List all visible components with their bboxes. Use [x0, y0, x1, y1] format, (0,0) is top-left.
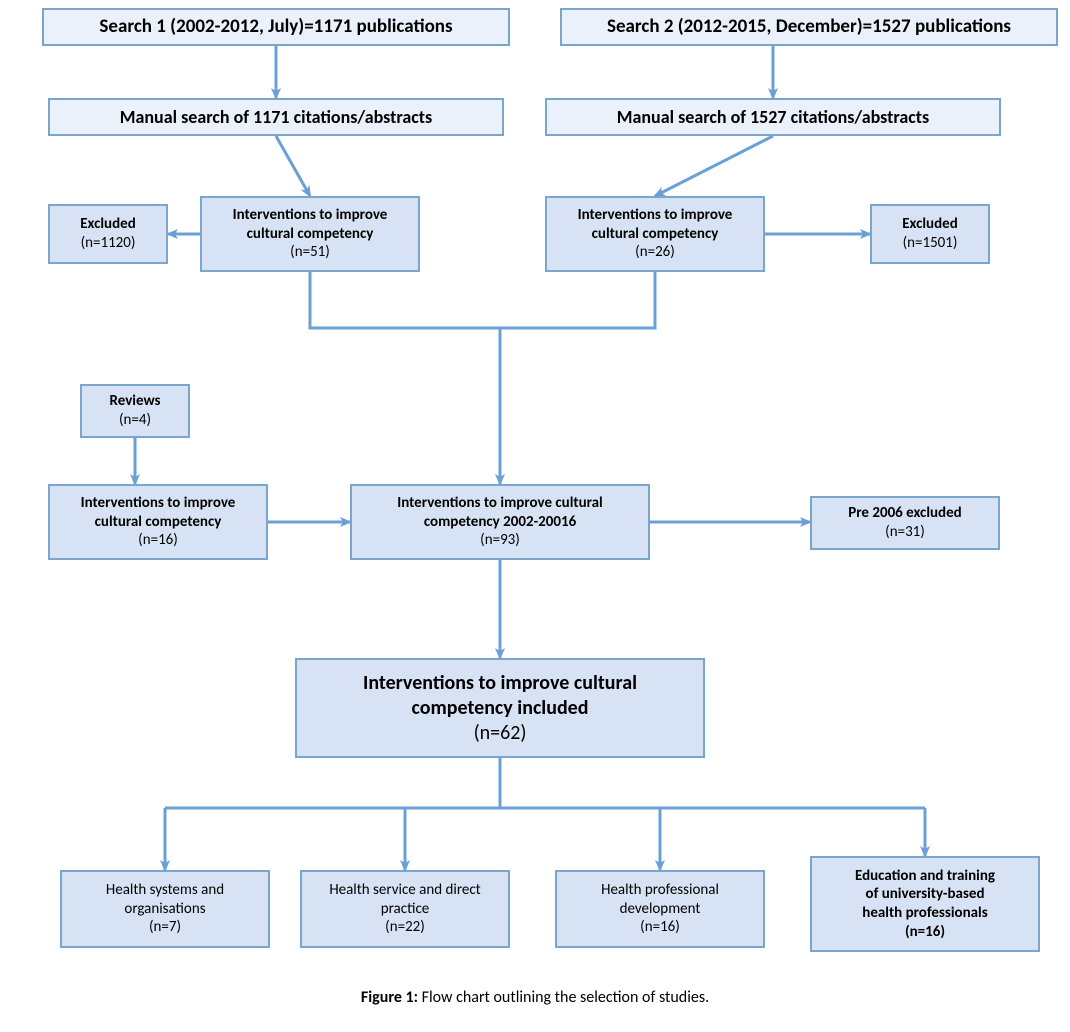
node-cat1-line: (n=7) [149, 918, 181, 937]
node-search2: Search 2 (2012-2015, December)=1527 publ… [560, 8, 1058, 46]
node-cat4-line: Education and training [855, 867, 995, 886]
node-excluded2: Excluded(n=1501) [870, 204, 990, 264]
node-interv_rev-line: Interventions to improve [81, 494, 236, 513]
node-cat4-line: of university-based [866, 885, 985, 904]
node-interv2: Interventions to improvecultural compete… [545, 196, 765, 272]
node-pre2006-line: Pre 2006 excluded [848, 504, 961, 523]
node-excluded1: Excluded(n=1120) [48, 204, 168, 264]
node-manual2: Manual search of 1527 citations/abstract… [545, 98, 1001, 136]
node-interv_02_16-line: (n=93) [480, 531, 520, 550]
node-included-line: (n=62) [474, 721, 527, 746]
node-interv_rev: Interventions to improvecultural compete… [48, 484, 268, 560]
node-cat4-line: (n=16) [905, 923, 945, 942]
figure-caption-text: Flow chart outlining the selection of st… [418, 988, 709, 1007]
node-reviews: Reviews(n=4) [80, 384, 190, 438]
edge-3 [655, 136, 773, 196]
node-included-line: competency included [411, 696, 588, 721]
node-manual1-line: Manual search of 1171 citations/abstract… [120, 106, 432, 129]
node-pre2006: Pre 2006 excluded(n=31) [810, 496, 1000, 550]
node-cat2-line: (n=22) [385, 918, 425, 937]
node-interv_rev-line: cultural competency [95, 513, 222, 532]
node-manual1: Manual search of 1171 citations/abstract… [48, 98, 504, 136]
node-cat2-line: practice [381, 900, 430, 919]
figure-caption: Figure 1: Flow chart outlining the selec… [0, 988, 1070, 1007]
node-cat2-line: Health service and direct [329, 881, 480, 900]
node-pre2006-line: (n=31) [885, 523, 925, 542]
node-cat3: Health professionaldevelopment(n=16) [555, 870, 765, 948]
node-interv_02_16: Interventions to improve culturalcompete… [350, 484, 650, 560]
node-excluded2-line: Excluded [902, 215, 958, 234]
node-search1: Search 1 (2002-2012, July)=1171 publicat… [42, 8, 510, 46]
node-reviews-line: Reviews [109, 392, 160, 411]
node-excluded1-line: (n=1120) [81, 234, 136, 253]
node-interv_02_16-line: Interventions to improve cultural [397, 494, 603, 513]
node-excluded2-line: (n=1501) [903, 234, 958, 253]
edge-6 [310, 272, 655, 328]
node-interv1-line: Interventions to improve [233, 206, 388, 225]
node-cat4-line: health professionals [862, 904, 987, 923]
node-interv1: Interventions to improvecultural compete… [200, 196, 420, 272]
node-included: Interventions to improve culturalcompete… [295, 658, 705, 758]
node-cat1-line: Health systems and [106, 881, 224, 900]
node-interv_rev-line: (n=16) [138, 531, 178, 550]
node-interv2-line: cultural competency [592, 225, 719, 244]
edge-2 [276, 136, 310, 196]
node-cat2: Health service and directpractice(n=22) [300, 870, 510, 948]
node-interv1-line: cultural competency [247, 225, 374, 244]
node-reviews-line: (n=4) [119, 411, 151, 430]
node-cat3-line: (n=16) [640, 918, 680, 937]
node-interv2-line: Interventions to improve [578, 206, 733, 225]
node-cat4: Education and trainingof university-base… [810, 856, 1040, 952]
node-cat1-line: organisations [124, 900, 205, 919]
node-cat3-line: development [620, 900, 701, 919]
node-interv_02_16-line: competency 2002-20016 [424, 513, 576, 532]
node-search1-line: Search 1 (2002-2012, July)=1171 publicat… [99, 15, 452, 39]
node-cat3-line: Health professional [601, 881, 719, 900]
node-interv1-line: (n=51) [290, 243, 330, 262]
node-cat1: Health systems andorganisations(n=7) [60, 870, 270, 948]
flowchart-canvas: Search 1 (2002-2012, July)=1171 publicat… [0, 0, 1070, 1032]
node-excluded1-line: Excluded [80, 215, 136, 234]
figure-caption-label: Figure 1: [361, 988, 418, 1007]
node-interv2-line: (n=26) [635, 243, 675, 262]
node-included-line: Interventions to improve cultural [363, 671, 637, 696]
node-manual2-line: Manual search of 1527 citations/abstract… [617, 106, 929, 129]
node-search2-line: Search 2 (2012-2015, December)=1527 publ… [607, 15, 1011, 39]
